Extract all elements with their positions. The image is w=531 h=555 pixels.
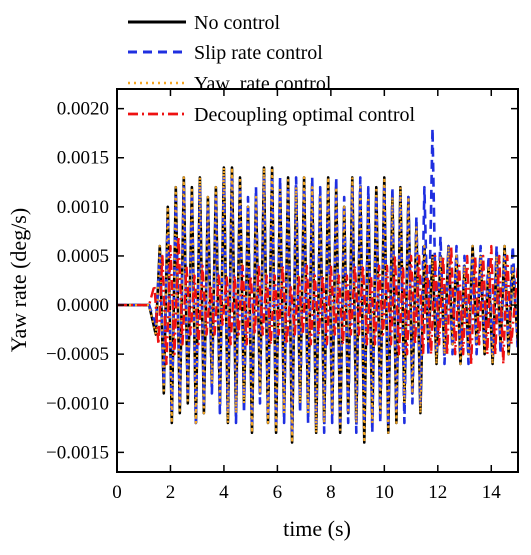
y-tick-label: 0.0005 bbox=[57, 246, 109, 267]
y-tick-label: 0.0015 bbox=[57, 148, 109, 169]
x-axis-title: time (s) bbox=[283, 516, 351, 541]
series-line-3 bbox=[117, 166, 518, 444]
legend-label-3: Yaw rate control bbox=[194, 73, 332, 95]
ticks-layer: 0 2 4 6 8 10 12 14 −0.0015 −0.0010 −0.0005 0.0000 0.… bbox=[46, 89, 518, 503]
y-tick-label: −0.0005 bbox=[46, 344, 109, 365]
x-tick-label: 12 bbox=[428, 482, 447, 503]
series-layer bbox=[117, 127, 518, 444]
x-tick-label: 2 bbox=[166, 482, 176, 503]
y-tick-label: 0.0020 bbox=[57, 99, 109, 120]
x-tick-label: 14 bbox=[482, 482, 502, 503]
legend-label-2: Slip rate control bbox=[194, 42, 323, 64]
x-tick-label: 0 bbox=[112, 482, 122, 503]
legend: No control Slip rate control Yaw rate cont… bbox=[128, 12, 416, 126]
x-tick-label: 4 bbox=[219, 482, 229, 503]
plot-frame bbox=[116, 88, 519, 473]
legend-label-4: Decoupling optimal control bbox=[194, 104, 416, 126]
y-axis-title: Yaw rate (deg/s) bbox=[6, 208, 31, 352]
legend-label-1: No control bbox=[194, 12, 281, 34]
y-tick-label: 0.0010 bbox=[57, 197, 109, 218]
y-tick-label: −0.0010 bbox=[46, 393, 109, 414]
x-tick-label: 8 bbox=[326, 482, 336, 503]
series-line-2 bbox=[117, 127, 518, 435]
x-tick-label: 6 bbox=[273, 482, 283, 503]
x-tick-label: 10 bbox=[375, 482, 394, 503]
y-tick-label: 0.0000 bbox=[57, 295, 109, 316]
y-tick-label: −0.0015 bbox=[46, 442, 109, 463]
